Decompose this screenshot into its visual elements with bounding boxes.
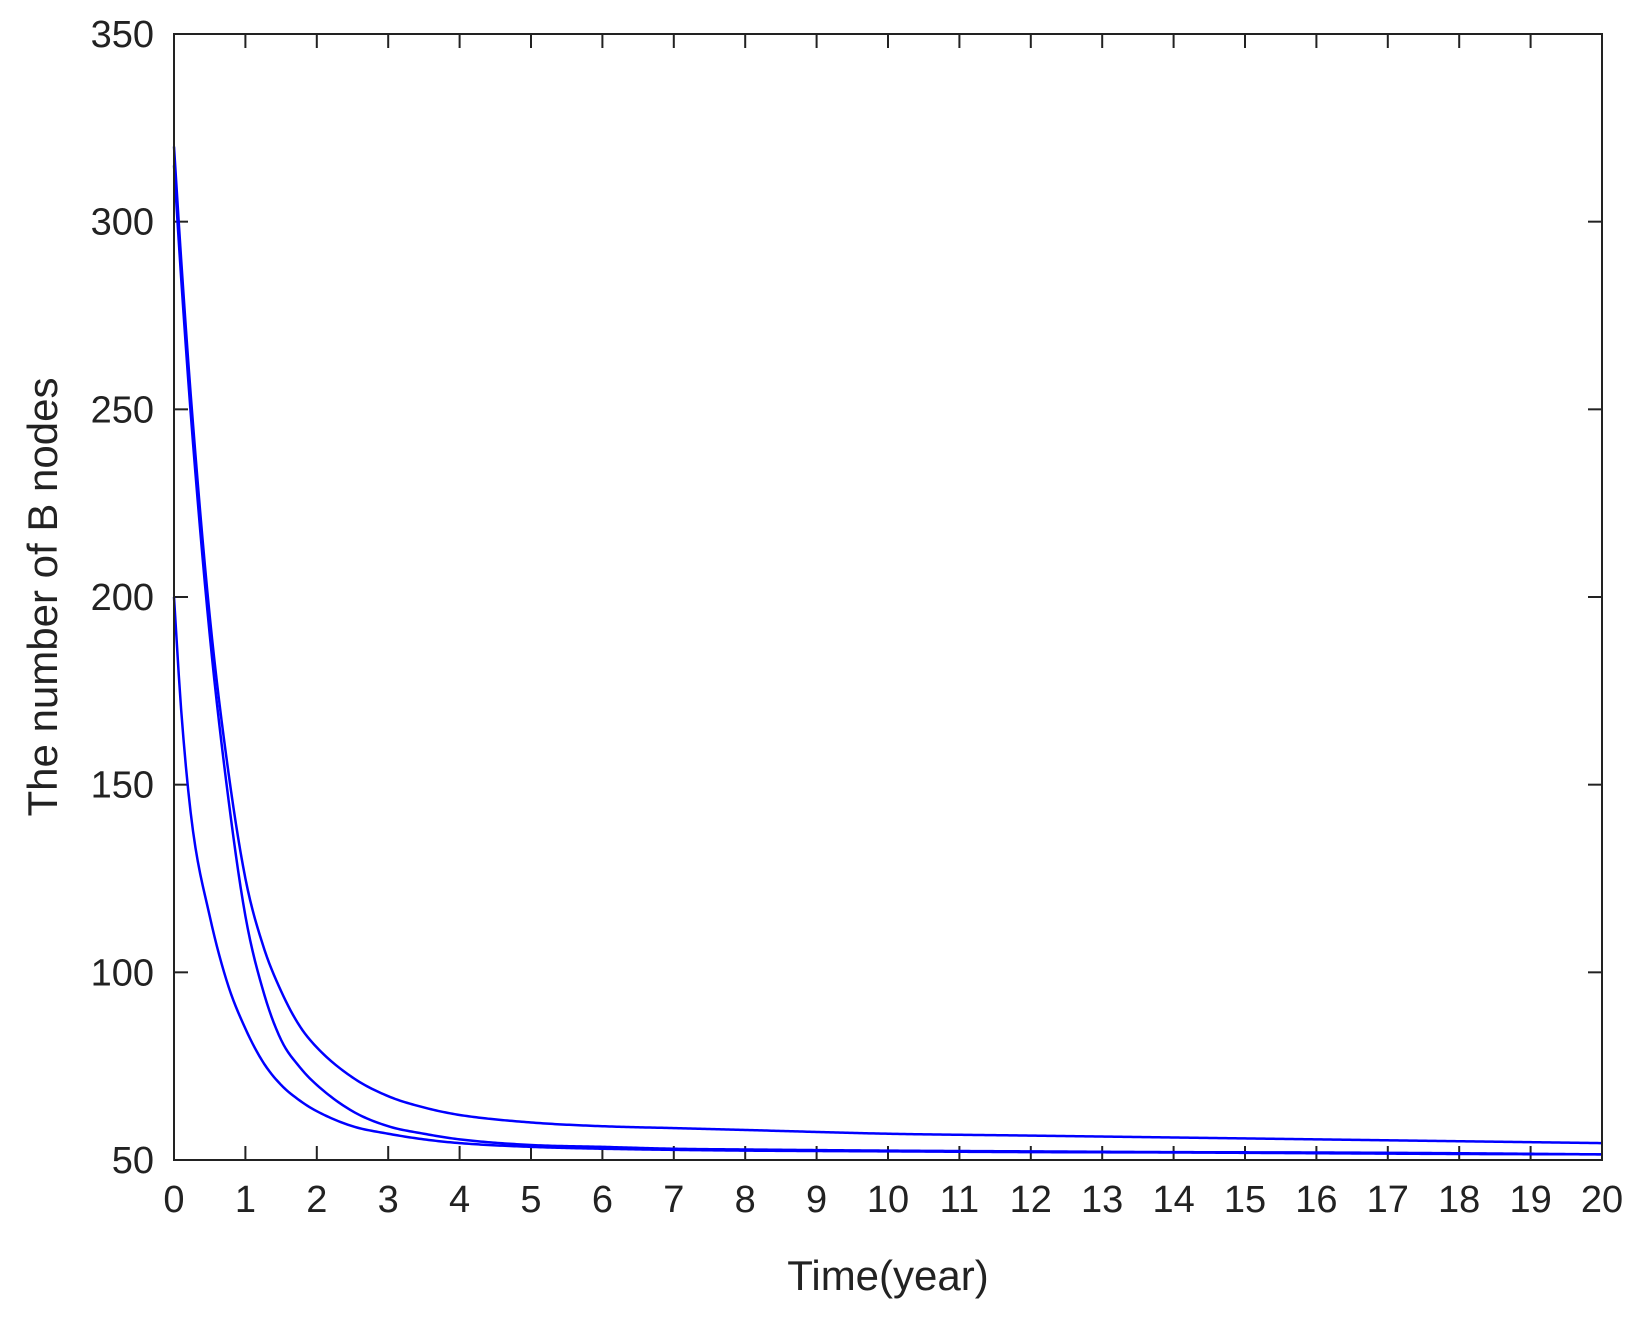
y-tick-label: 350 [91,14,154,56]
y-tick-label: 250 [91,389,154,431]
series-lines [172,146,1603,1156]
y-tick-labels: 50 100 150 200 250 300 350 [91,14,154,1182]
x-tick-label: 18 [1438,1179,1480,1221]
x-tick-label: 6 [592,1179,613,1221]
x-tick-label: 0 [163,1179,184,1221]
x-tick-label: 5 [520,1179,541,1221]
y-axis-label: The number of B nodes [19,378,66,817]
x-axis-label: Time(year) [787,1252,988,1299]
plot-frame [173,33,1603,1161]
x-tick-label: 2 [306,1179,327,1221]
x-tick-label: 12 [1010,1179,1052,1221]
x-tick-label: 7 [663,1179,684,1221]
x-tick-label: 19 [1509,1179,1551,1221]
y-tick-label: 300 [91,202,154,244]
y-tick-label: 50 [112,1140,154,1182]
x-tick-label: 17 [1367,1179,1409,1221]
x-tick-labels: 0 1 2 3 4 5 6 7 8 9 10 11 12 13 14 15 16 17 18 19 20 [163,1179,1623,1221]
x-tick-label: 11 [940,1179,979,1221]
x-tick-label: 4 [449,1179,470,1221]
x-tick-label: 15 [1224,1179,1266,1221]
y-tick-label: 150 [91,765,154,807]
y-tick-label: 200 [91,577,154,619]
x-tick-label: 8 [735,1179,756,1221]
x-tick-label: 9 [806,1179,827,1221]
y-tick-label: 100 [91,952,154,994]
series-line-3 [172,596,1603,1156]
x-tick-label: 1 [235,1179,256,1221]
x-tick-label: 3 [378,1179,399,1221]
series-line-1 [172,146,1603,1145]
x-tick-label: 10 [867,1179,909,1221]
x-tick-label: 14 [1152,1179,1194,1221]
x-tick-label: 20 [1581,1179,1623,1221]
x-tick-label: 16 [1295,1179,1337,1221]
x-tick-label: 13 [1081,1179,1123,1221]
